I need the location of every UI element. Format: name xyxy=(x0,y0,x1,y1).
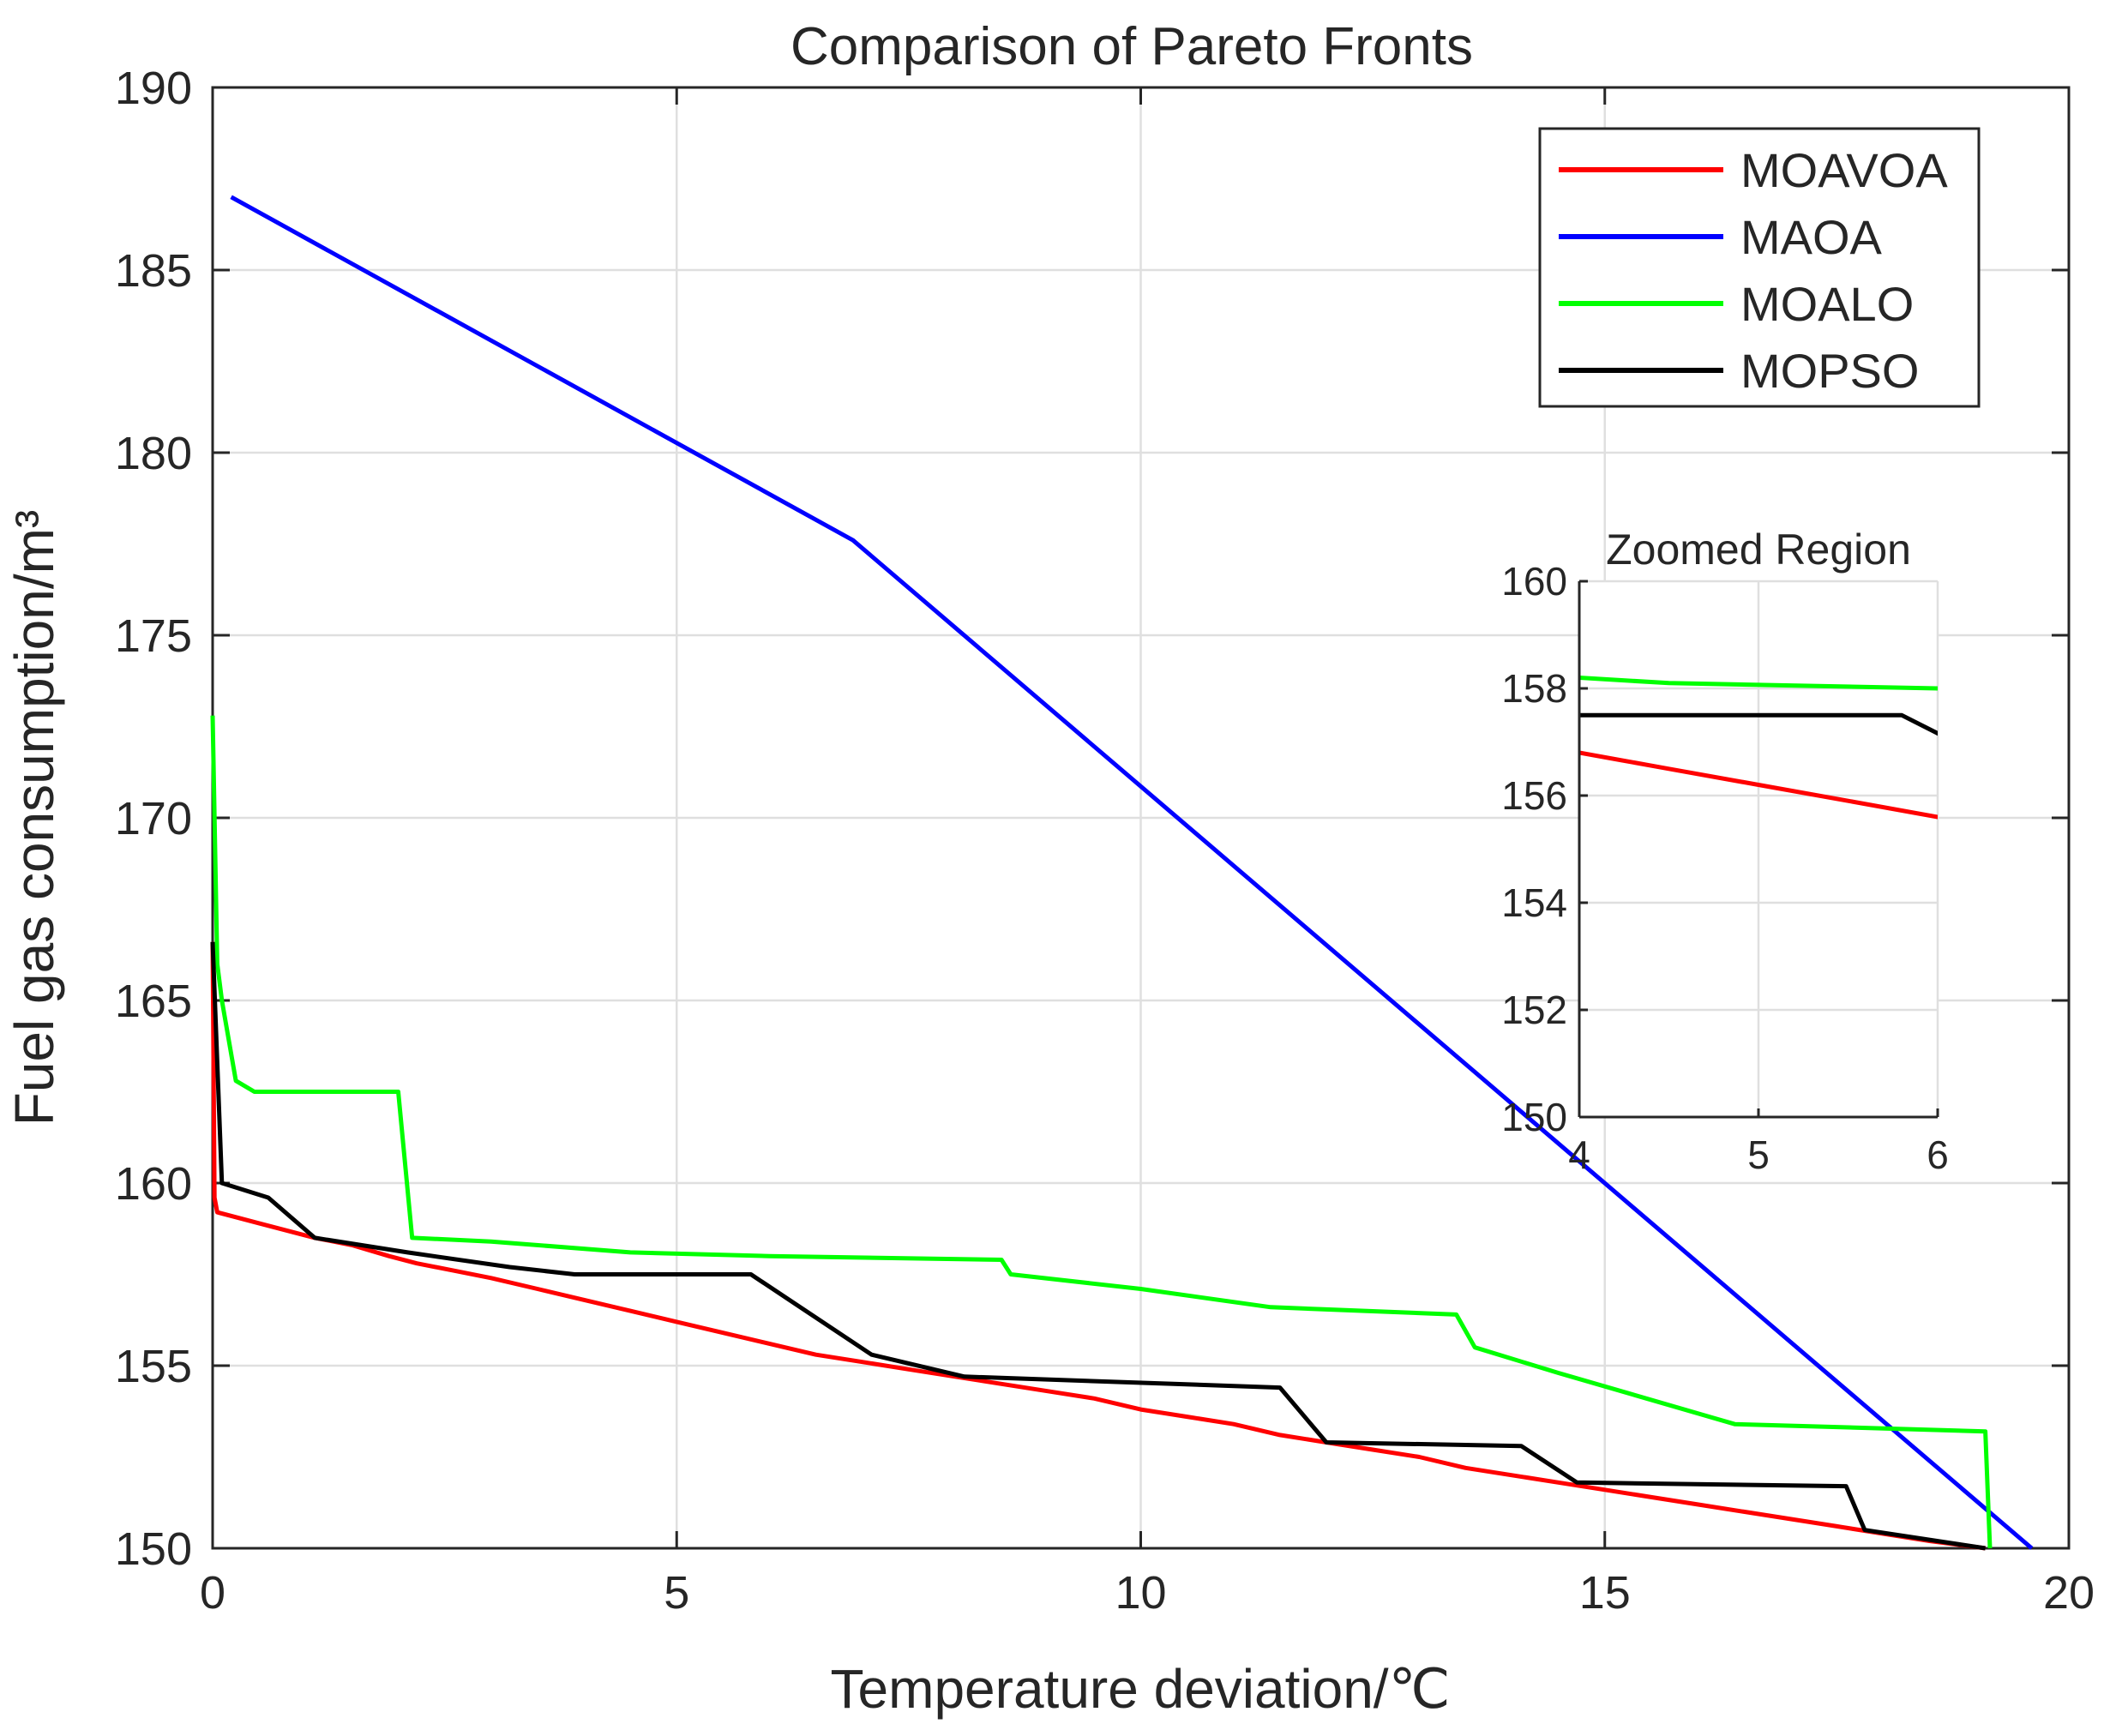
series-line-moalo xyxy=(210,715,1993,1549)
series-line-mopso xyxy=(210,941,1986,1551)
x-axis-label: Temperature deviation/℃ xyxy=(831,1658,1451,1720)
y-tick-label: 155 xyxy=(115,1341,192,1392)
inset-x-tick-label: 4 xyxy=(1568,1132,1590,1177)
y-axis-label: Fuel gas consumption/m³ xyxy=(3,510,65,1126)
chart-title: Comparison of Pareto Fronts xyxy=(790,17,1473,76)
series-line-moavoa xyxy=(210,941,1986,1551)
y-tick-label: 190 xyxy=(115,63,192,114)
inset-y-tick-label: 154 xyxy=(1501,880,1567,925)
x-tick-label: 5 xyxy=(664,1567,689,1619)
main-series xyxy=(210,195,2034,1551)
y-tick-label: 160 xyxy=(115,1158,192,1210)
inset-y-tick-label: 152 xyxy=(1501,988,1567,1032)
x-tick-label: 15 xyxy=(1579,1567,1631,1619)
inset-y-tick-label: 158 xyxy=(1501,666,1567,711)
inset-ticks: 4 5 6 150 152 154 156 158 160 xyxy=(1501,559,1949,1177)
y-tick-label: 180 xyxy=(115,428,192,479)
x-tick-label: 0 xyxy=(200,1567,225,1619)
legend-box xyxy=(1538,127,1981,408)
y-tick-label: 185 xyxy=(115,245,192,297)
legend-label-maoa: MAOA xyxy=(1740,210,1883,264)
x-tick-label: 20 xyxy=(2043,1567,2095,1619)
legend-label-moavoa: MOAVOA xyxy=(1740,143,1948,197)
legend: MOAVOA MAOA MOALO MOPSO xyxy=(1538,127,1981,408)
legend-label-mopso: MOPSO xyxy=(1740,344,1919,398)
series-line-maoa xyxy=(230,195,2034,1550)
inset-title: Zoomed Region xyxy=(1606,526,1911,574)
legend-label-moalo: MOALO xyxy=(1740,277,1914,331)
inset-y-tick-label: 150 xyxy=(1501,1095,1567,1139)
zoomed-inset: 4 5 6 150 152 154 156 158 160 Zoomed Region xyxy=(1501,526,1949,1177)
y-tick-label: 170 xyxy=(115,793,192,844)
y-tick-label: 165 xyxy=(115,976,192,1027)
inset-x-tick-label: 6 xyxy=(1927,1132,1949,1177)
y-tick-label: 175 xyxy=(115,610,192,662)
inset-x-tick-label: 5 xyxy=(1747,1132,1770,1177)
y-tick-label: 150 xyxy=(115,1523,192,1575)
main-ticks: 0 5 10 15 20 150 155 160 165 170 175 180 185 190 xyxy=(115,63,2095,1619)
x-tick-label: 10 xyxy=(1115,1567,1166,1619)
inset-y-tick-label: 156 xyxy=(1501,773,1567,818)
inset-y-tick-label: 160 xyxy=(1501,559,1567,604)
